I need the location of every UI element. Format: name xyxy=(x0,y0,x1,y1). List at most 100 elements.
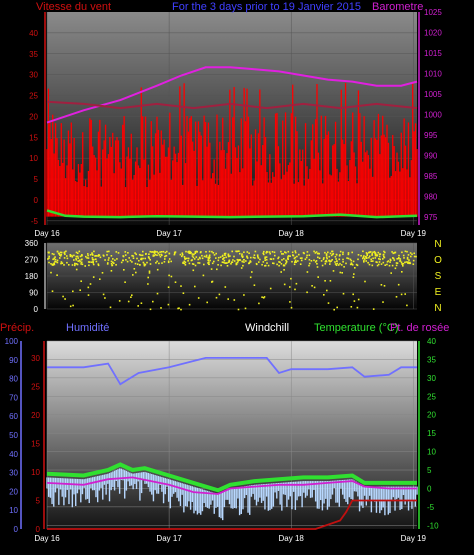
direction-point xyxy=(56,259,59,262)
direction-point xyxy=(339,271,342,274)
direction-point xyxy=(81,254,83,256)
direction-point xyxy=(87,261,90,263)
direction-point xyxy=(317,276,319,278)
x-tick-label: Day 19 xyxy=(401,229,427,238)
direction-point xyxy=(352,260,355,263)
direction-point xyxy=(112,261,114,264)
direction-point xyxy=(208,263,210,265)
direction-point xyxy=(324,251,326,254)
direction-point xyxy=(199,257,201,260)
direction-point xyxy=(395,262,398,264)
direction-point xyxy=(129,259,132,262)
direction-point xyxy=(241,256,244,259)
direction-point xyxy=(407,262,409,264)
direction-point xyxy=(144,257,146,260)
direction-point xyxy=(379,253,382,255)
direction-point xyxy=(371,253,373,255)
direction-point xyxy=(265,258,268,261)
direction-point xyxy=(229,255,231,257)
direction-point xyxy=(317,252,320,255)
direction-point xyxy=(291,260,293,263)
direction-point xyxy=(233,299,236,301)
direction-point xyxy=(227,254,230,257)
direction-point xyxy=(228,260,231,263)
direction-point xyxy=(264,259,266,261)
precip-label: Précip. xyxy=(0,322,34,334)
direction-point xyxy=(148,253,150,255)
direction-point xyxy=(376,254,379,256)
direction-point xyxy=(298,253,300,256)
direction-point xyxy=(306,254,308,257)
direction-point xyxy=(301,257,303,259)
direction-point xyxy=(264,257,266,260)
direction-point xyxy=(325,253,328,255)
direction-point xyxy=(202,274,205,277)
direction-point xyxy=(66,261,68,264)
direction-point xyxy=(63,251,66,253)
direction-point xyxy=(207,259,209,262)
direction-point xyxy=(400,293,403,296)
direction-point xyxy=(399,258,402,260)
direction-point xyxy=(78,250,81,253)
direction-point xyxy=(294,259,297,262)
direction-point xyxy=(203,263,205,266)
temperature-tick-label: 25 xyxy=(427,392,436,401)
direction-point xyxy=(203,255,206,258)
dewpoint-line xyxy=(46,476,417,495)
direction-point xyxy=(294,250,297,252)
direction-point xyxy=(132,274,134,276)
direction-point xyxy=(230,263,232,265)
direction-point xyxy=(143,263,145,265)
direction-point xyxy=(383,255,385,258)
direction-point xyxy=(197,258,199,261)
direction-point xyxy=(59,257,61,259)
direction-point xyxy=(383,256,386,259)
direction-point xyxy=(284,262,287,265)
direction-point xyxy=(317,256,319,259)
direction-point xyxy=(147,256,150,258)
direction-point xyxy=(106,250,108,253)
direction-point xyxy=(357,298,360,301)
direction-point xyxy=(194,285,196,288)
direction-point xyxy=(316,263,318,265)
direction-point xyxy=(104,259,106,261)
direction-point xyxy=(60,262,62,265)
x-tick-label: Day 18 xyxy=(279,534,305,543)
direction-point xyxy=(334,261,336,263)
direction-point xyxy=(164,255,166,258)
left-tick-label: 10 xyxy=(29,154,38,163)
precip-tick-label: 10 xyxy=(31,468,40,477)
direction-point xyxy=(276,263,278,266)
direction-point xyxy=(382,261,385,264)
direction-point xyxy=(237,260,239,262)
direction-point xyxy=(284,251,286,253)
direction-point xyxy=(325,256,328,258)
direction-point xyxy=(174,251,177,253)
direction-point xyxy=(184,257,186,260)
direction-point xyxy=(158,254,161,256)
direction-point xyxy=(205,254,208,257)
direction-point xyxy=(75,259,78,261)
humidity-tick-label: 20 xyxy=(9,487,18,496)
direction-point xyxy=(325,260,328,263)
direction-point xyxy=(259,258,261,261)
direction-point xyxy=(152,300,154,303)
direction-point xyxy=(263,253,265,256)
direction-point xyxy=(192,269,195,272)
direction-point xyxy=(137,305,139,307)
direction-point xyxy=(376,264,379,267)
direction-point xyxy=(388,264,391,267)
left-tick-label: 15 xyxy=(29,133,38,142)
direction-point xyxy=(53,263,56,266)
direction-point xyxy=(294,256,297,259)
direction-point xyxy=(153,252,156,254)
direction-point xyxy=(178,307,180,309)
direction-point xyxy=(99,256,102,259)
direction-point xyxy=(180,285,182,287)
direction-point xyxy=(182,261,184,264)
direction-point xyxy=(189,250,191,253)
direction-point xyxy=(58,253,61,255)
direction-point xyxy=(54,260,56,263)
direction-point xyxy=(413,252,415,255)
